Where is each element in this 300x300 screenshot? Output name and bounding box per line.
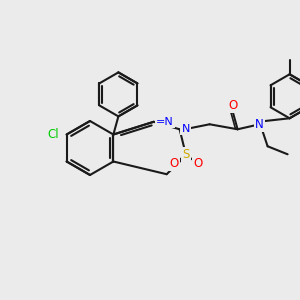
Text: S: S: [182, 148, 190, 161]
Text: N: N: [255, 118, 264, 131]
Text: =N: =N: [156, 117, 173, 127]
Text: N: N: [182, 124, 190, 134]
Text: O: O: [169, 157, 179, 170]
Text: O: O: [194, 157, 203, 170]
Text: Cl: Cl: [47, 128, 58, 141]
Text: O: O: [228, 99, 237, 112]
